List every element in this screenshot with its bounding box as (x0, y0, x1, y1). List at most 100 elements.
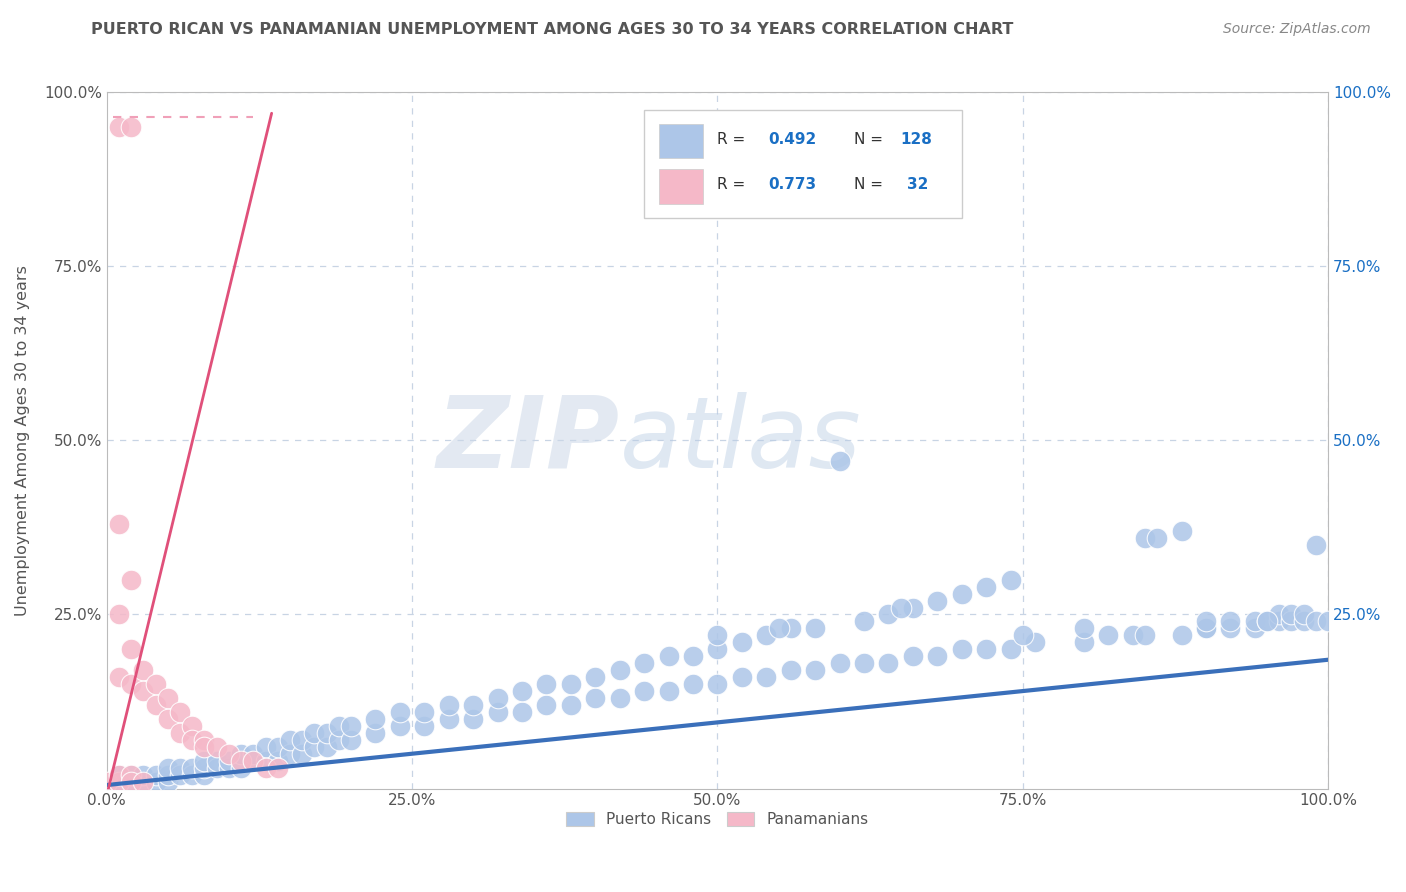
Point (1195, 621, 1218, 635)
Point (682, 677, 704, 691)
Point (181, 761, 204, 775)
Point (583, 670, 606, 684)
Text: N =: N = (855, 178, 889, 193)
Point (1244, 621, 1267, 635)
Point (120, 774, 142, 789)
Point (169, 767, 191, 781)
Point (193, 761, 215, 775)
Point (145, 767, 167, 781)
Point (193, 767, 215, 781)
Text: 128: 128 (901, 132, 932, 147)
Point (706, 642, 728, 657)
Point (254, 739, 277, 754)
Legend: Puerto Ricans, Panamanians: Puerto Ricans, Panamanians (561, 805, 875, 833)
Point (108, 767, 131, 781)
Point (890, 600, 912, 615)
Point (218, 747, 240, 761)
Point (486, 691, 509, 706)
Point (974, 642, 997, 657)
Point (120, 774, 142, 789)
Point (1281, 607, 1303, 622)
Point (463, 698, 485, 712)
Point (193, 732, 215, 747)
Point (437, 712, 460, 726)
Point (120, 677, 142, 691)
Point (108, 670, 131, 684)
Point (1219, 621, 1241, 635)
Text: 0.773: 0.773 (769, 178, 817, 193)
Point (340, 732, 363, 747)
Point (583, 691, 606, 706)
Point (1024, 635, 1046, 649)
Point (340, 719, 363, 733)
Point (132, 684, 155, 698)
Point (927, 593, 949, 607)
Point (536, 698, 558, 712)
Point (205, 754, 228, 768)
Point (388, 719, 411, 733)
Point (1268, 615, 1291, 629)
Point (145, 774, 167, 789)
Point (229, 754, 252, 768)
Point (169, 761, 191, 775)
Point (1281, 615, 1303, 629)
Point (1219, 615, 1241, 629)
Point (267, 761, 290, 775)
Point (315, 739, 337, 754)
Point (156, 691, 179, 706)
Point (291, 747, 314, 761)
Point (229, 761, 252, 775)
Point (768, 621, 790, 635)
Point (950, 642, 973, 657)
Point (1305, 615, 1327, 629)
Point (804, 621, 827, 635)
Point (96, 774, 118, 789)
Point (437, 698, 460, 712)
Point (304, 726, 326, 740)
Point (828, 657, 851, 671)
Point (682, 649, 704, 664)
Point (1292, 615, 1315, 629)
Text: Source: ZipAtlas.com: Source: ZipAtlas.com (1223, 22, 1371, 37)
Point (193, 739, 215, 754)
Point (877, 607, 900, 622)
Point (560, 698, 582, 712)
Point (1146, 531, 1168, 545)
Point (1133, 628, 1156, 642)
Point (120, 120, 142, 135)
Point (242, 747, 264, 761)
Point (609, 691, 631, 706)
Point (304, 739, 326, 754)
Point (1268, 607, 1291, 622)
Point (779, 663, 801, 677)
Point (510, 705, 533, 719)
Point (156, 774, 179, 789)
Point (1000, 573, 1022, 587)
Point (132, 774, 155, 789)
Point (1011, 628, 1033, 642)
Point (901, 649, 924, 664)
Point (328, 719, 350, 733)
Point (156, 767, 179, 781)
Point (927, 649, 949, 664)
FancyBboxPatch shape (659, 124, 703, 159)
Point (254, 761, 277, 775)
Text: R =: R = (717, 178, 751, 193)
Point (974, 580, 997, 594)
Point (510, 684, 533, 698)
Point (633, 684, 655, 698)
Point (609, 663, 631, 677)
Point (267, 739, 290, 754)
Text: ZIP: ZIP (437, 392, 620, 489)
Point (828, 454, 851, 468)
Point (1195, 615, 1218, 629)
Point (1000, 642, 1022, 657)
Y-axis label: Unemployment Among Ages 30 to 34 years: Unemployment Among Ages 30 to 34 years (15, 265, 30, 615)
Point (364, 726, 387, 740)
Point (1133, 531, 1156, 545)
Point (108, 120, 131, 135)
Point (755, 628, 778, 642)
Point (1195, 621, 1218, 635)
Text: R =: R = (717, 132, 751, 147)
Point (706, 677, 728, 691)
